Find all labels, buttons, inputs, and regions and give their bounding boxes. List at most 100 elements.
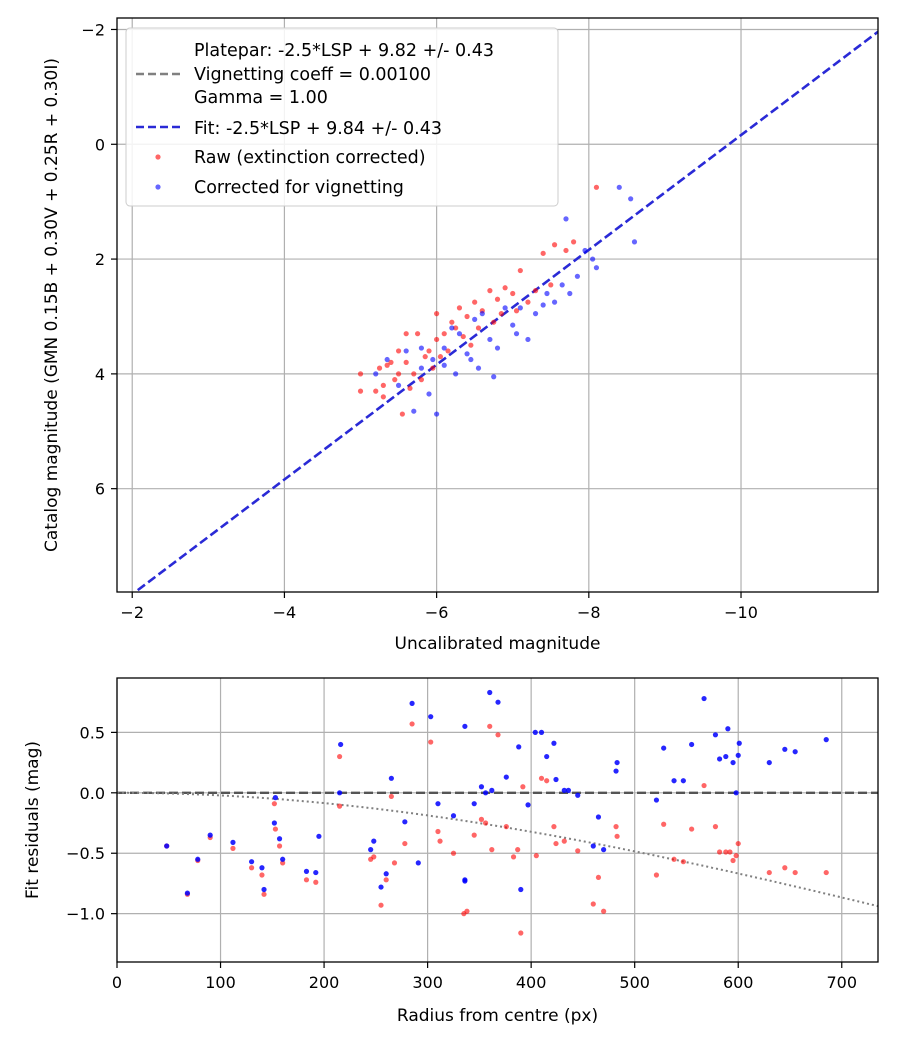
corrected-residual-point — [736, 740, 742, 746]
y-tick-label: −2 — [81, 20, 105, 39]
corrected-residual-point — [614, 759, 620, 766]
y-tick-label: 0 — [95, 135, 105, 154]
y-axis-label: Catalog magnitude (GMN 0.15B + 0.30V + 0… — [42, 58, 62, 552]
corrected-residual-point — [487, 689, 493, 696]
raw-residual-point — [533, 853, 539, 859]
corrected-residual-point — [303, 868, 310, 874]
raw-residual-point — [248, 865, 255, 871]
corrected-point — [582, 247, 588, 254]
raw-residual-point — [701, 782, 707, 789]
corrected-residual-point — [680, 778, 686, 784]
corrected-residual-point — [725, 726, 731, 732]
raw-residual-point — [671, 856, 677, 862]
raw-residual-point — [482, 820, 489, 826]
corrected-point — [510, 322, 516, 328]
legend-marker-raw — [155, 154, 161, 160]
corrected-point — [616, 184, 622, 190]
x-tick-label: −6 — [425, 603, 449, 622]
corrected-residual-point — [276, 836, 283, 842]
raw-residual-point — [378, 902, 384, 908]
raw-residual-point — [661, 821, 667, 827]
raw-residual-point — [503, 824, 509, 830]
corrected-residual-point — [712, 732, 719, 738]
raw-residual-point — [823, 869, 829, 876]
corrected-residual-point — [280, 856, 286, 862]
raw-residual-point — [735, 840, 741, 847]
corrected-point — [384, 356, 390, 363]
raw-residual-point — [766, 869, 772, 876]
raw-point — [468, 342, 474, 348]
raw-residual-point — [782, 865, 788, 871]
corrected-residual-point — [792, 749, 798, 755]
raw-point — [513, 308, 520, 314]
corrected-residual-point — [733, 790, 739, 796]
x-tick-label: 700 — [826, 973, 857, 992]
raw-point — [502, 285, 508, 291]
x-tick-label: −2 — [120, 603, 144, 622]
corrected-residual-point — [435, 801, 441, 807]
x-axis-label: Radius from centre (px) — [397, 1006, 598, 1026]
raw-residual-point — [464, 908, 470, 914]
raw-point — [376, 365, 383, 371]
corrected-point — [590, 256, 596, 262]
corrected-point — [487, 336, 493, 343]
raw-residual-point — [383, 877, 389, 883]
corrected-residual-point — [538, 729, 545, 735]
raw-point — [373, 388, 379, 394]
corrected-residual-point — [575, 792, 581, 798]
corrected-residual-point — [371, 838, 377, 844]
corrected-point — [502, 305, 508, 311]
raw-point — [593, 184, 600, 190]
raw-point — [384, 362, 390, 368]
x-tick-label: 400 — [516, 973, 547, 992]
corrected-residual-point — [503, 774, 509, 780]
raw-residual-point — [730, 857, 736, 864]
corrected-residual-point — [261, 886, 267, 893]
x-axis-label: Uncalibrated magnitude — [395, 634, 601, 654]
y-tick-label: 0.5 — [80, 723, 105, 742]
raw-point — [403, 331, 409, 337]
corrected-point — [563, 216, 569, 222]
corrected-point — [453, 371, 459, 377]
y-axis-label: Fit residuals (mag) — [23, 741, 43, 899]
raw-point — [510, 290, 516, 297]
corrected-residual-point — [689, 741, 695, 748]
corrected-point — [574, 273, 581, 279]
legend-box — [125, 27, 559, 207]
raw-point — [525, 299, 531, 305]
raw-point — [517, 267, 523, 274]
calibration-plot: −2 −4 −6 −8 −10 −2 0 2 4 6 Uncalibrated magnitude C… — [42, 17, 879, 654]
raw-point — [434, 311, 440, 317]
raw-residual-point — [518, 930, 524, 936]
corrected-point — [593, 265, 600, 271]
raw-residual-point — [538, 775, 545, 781]
raw-point — [532, 288, 539, 294]
raw-point — [434, 336, 440, 343]
raw-residual-point — [303, 877, 310, 883]
raw-point — [395, 348, 402, 354]
corrected-residual-point — [716, 756, 723, 762]
corrected-point — [456, 331, 463, 337]
y-tick-label: 2 — [95, 250, 105, 269]
raw-residual-point — [371, 854, 377, 860]
corrected-residual-point — [415, 860, 421, 866]
corrected-point — [441, 345, 447, 351]
raw-residual-point — [723, 849, 729, 855]
corrected-residual-point — [766, 759, 772, 766]
raw-residual-point — [272, 826, 279, 832]
y-tick-label: 0.0 — [80, 784, 105, 803]
raw-point — [445, 348, 451, 354]
corrected-residual-point — [561, 787, 567, 793]
y-tick-label: 4 — [95, 365, 105, 384]
raw-residual-point — [230, 845, 236, 852]
raw-point — [453, 325, 459, 331]
x-tick-label: −4 — [273, 603, 297, 622]
x-tick-label: 500 — [619, 973, 650, 992]
x-tick-label: 100 — [205, 973, 236, 992]
vignetting-model-curve — [117, 791, 878, 908]
raw-residual-point — [435, 828, 441, 835]
corrected-residual-point — [409, 700, 415, 706]
raw-residual-point — [388, 793, 394, 800]
raw-point — [426, 348, 432, 354]
corrected-residual-point — [402, 819, 408, 825]
